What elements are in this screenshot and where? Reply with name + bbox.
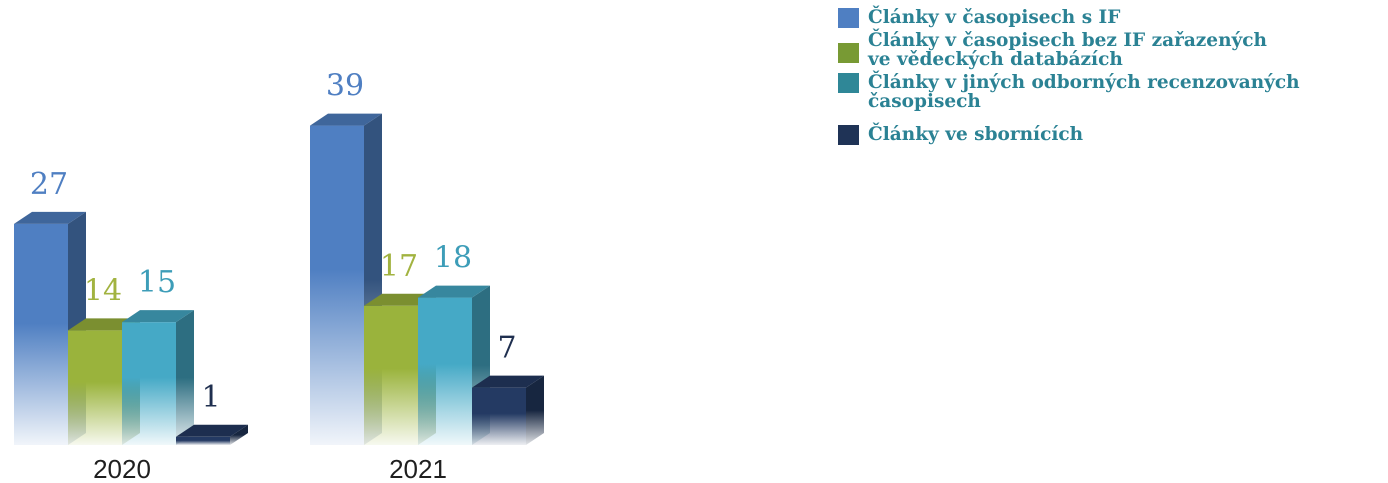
value-label: 14: [84, 273, 122, 308]
legend-swatch: [838, 73, 859, 93]
legend-swatch: [838, 43, 859, 63]
bar-front: [68, 330, 122, 445]
bar-top: [472, 375, 544, 388]
bar-front: [472, 387, 526, 445]
bar-top: [14, 211, 86, 224]
value-labels: 27 14 15 1 39 17 18 7: [30, 69, 517, 415]
legend-label: Články v časopisech bez IF zařazených: [868, 30, 1267, 51]
value-label: 15: [138, 265, 176, 300]
bar-front: [122, 322, 176, 445]
legend-label: Články v časopisech s IF: [868, 7, 1121, 28]
legend-item: Články ve sbornících: [838, 124, 1383, 145]
bar-front: [176, 436, 230, 445]
bar-top: [176, 424, 248, 437]
bar-front: [14, 223, 68, 445]
legend-item: Články v jiných odborných recenzovaných …: [838, 73, 1383, 111]
bar-2021-s3: [418, 285, 490, 445]
value-label: 39: [326, 69, 364, 104]
legend-swatch: [838, 8, 859, 28]
value-label: 7: [497, 331, 516, 366]
value-label: 17: [380, 249, 418, 284]
category-labels: 2020 2021: [93, 454, 447, 483]
bar-chart: 27 14 15 1 39 17 18 7 2020 2021: [14, 69, 544, 483]
legend-swatch: [838, 125, 859, 145]
bar-top: [418, 285, 490, 298]
value-label: 18: [434, 241, 472, 276]
legend-label: Články ve sbornících: [868, 124, 1084, 145]
value-label: 1: [201, 380, 220, 415]
bar-front: [364, 305, 418, 445]
value-label: 27: [30, 167, 68, 202]
bar-2020-s3: [122, 310, 194, 445]
bar-top: [122, 310, 194, 323]
bar-side: [526, 375, 544, 445]
legend-label: ve vědeckých databázích: [868, 49, 1123, 70]
legend: Články v časopisech s IF Články v časopis…: [838, 7, 1383, 145]
legend-label: Články v jiných odborných recenzovaných …: [868, 72, 1300, 112]
bar-top: [310, 113, 382, 126]
legend-item: Články v časopisech bez IF zařazených ve …: [838, 31, 1383, 69]
bar-front: [418, 297, 472, 445]
bar-side: [230, 424, 248, 445]
category-label: 2021: [389, 454, 447, 483]
legend-item: Články v časopisech s IF: [838, 7, 1383, 28]
bar-2020-s4: [176, 424, 248, 445]
category-label: 2020: [93, 454, 151, 483]
bar-front: [310, 125, 364, 445]
bars-layer: [14, 113, 544, 445]
bar-side: [176, 310, 194, 445]
bar-2021-s4: [472, 375, 544, 445]
